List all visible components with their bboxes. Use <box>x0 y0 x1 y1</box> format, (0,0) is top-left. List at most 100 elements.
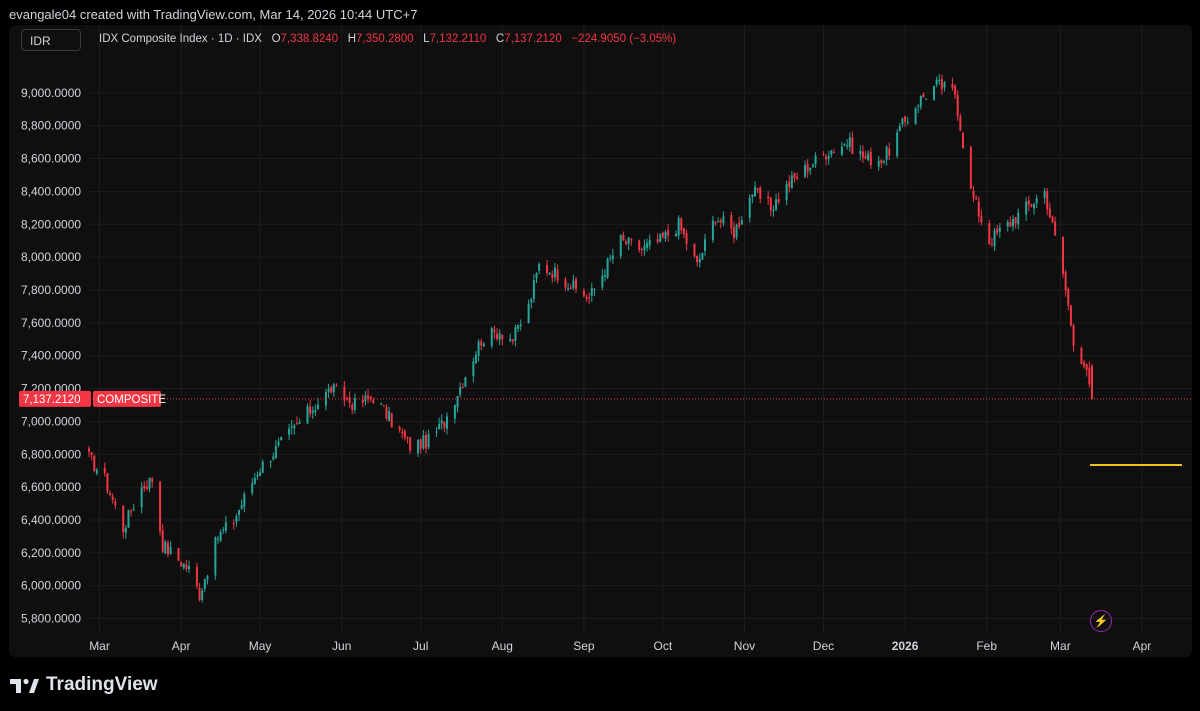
candle-body <box>646 243 649 248</box>
candle-body <box>961 132 964 149</box>
candle-body <box>169 547 172 555</box>
candle-body <box>472 361 475 377</box>
candle-body <box>935 79 938 85</box>
candle-body <box>164 541 167 554</box>
candle-body <box>914 108 917 124</box>
candle-body <box>343 386 346 401</box>
candle-body <box>919 96 922 107</box>
candle-body <box>224 522 227 531</box>
candle-body <box>1014 217 1017 224</box>
candle-body <box>1083 362 1086 367</box>
candle-body <box>380 403 383 405</box>
candle-body <box>1067 288 1070 306</box>
candle-body <box>906 121 909 123</box>
candle-body <box>769 197 772 211</box>
candle-body <box>151 478 154 482</box>
candle-body <box>732 227 735 239</box>
candle-body <box>548 272 551 275</box>
candle-body <box>990 243 993 245</box>
candle-body <box>382 405 385 407</box>
composite-badge <box>93 390 161 407</box>
candle-body <box>372 399 375 404</box>
candle-body <box>1033 203 1036 209</box>
candle-body <box>298 422 301 424</box>
candle-body <box>711 220 714 241</box>
tradingview-logo[interactable]: TradingView <box>10 674 158 696</box>
y-tick-label: 8,600.0000 <box>21 152 81 166</box>
candle-body <box>806 163 809 173</box>
candle-body <box>611 255 614 260</box>
candle-body <box>1069 305 1072 326</box>
candle-body <box>1048 208 1051 218</box>
candle-body <box>306 406 309 424</box>
candle-body <box>440 420 443 424</box>
candle-body <box>496 333 499 340</box>
y-tick-label: 8,200.0000 <box>21 217 81 231</box>
candle-body <box>90 452 93 455</box>
candle-body <box>901 118 904 125</box>
candle-body <box>954 85 957 95</box>
y-tick-label: 6,200.0000 <box>21 546 81 560</box>
candle-body <box>243 493 246 507</box>
y-tick-label: 6,000.0000 <box>21 579 81 593</box>
candle-body <box>435 431 438 433</box>
candle-body <box>159 481 162 532</box>
candle-body <box>219 531 222 541</box>
candle-body <box>132 509 135 511</box>
candle-body <box>122 505 125 533</box>
candle-body <box>772 209 775 212</box>
candle-body <box>180 562 183 567</box>
currency-selector[interactable]: IDR <box>21 29 81 51</box>
candle-body <box>206 576 209 580</box>
candle-body <box>811 164 814 167</box>
candle-body <box>388 410 391 421</box>
candle-body <box>659 234 662 243</box>
candle-body <box>474 354 477 364</box>
candle-body <box>759 187 762 199</box>
candle-body <box>143 485 146 489</box>
candle-body <box>869 151 872 166</box>
candle-body <box>195 567 198 587</box>
candle-body <box>609 257 612 259</box>
candle-body <box>867 153 870 161</box>
candle-body <box>933 85 936 100</box>
candle-body <box>638 240 641 250</box>
candle-body <box>148 477 151 489</box>
candle-body <box>675 233 678 236</box>
candle-body <box>385 407 388 419</box>
lightning-icon[interactable]: ⚡ <box>1090 610 1112 632</box>
candle-body <box>777 199 780 202</box>
candle-body <box>361 399 364 403</box>
candle-body <box>664 231 667 239</box>
candle-body <box>185 564 188 570</box>
candle-body <box>696 255 699 262</box>
candle-body <box>335 385 338 387</box>
chart-panel[interactable]: 9,000.0000 8,800.0000 8,600.0000 8,400.0000… <box>9 25 1192 657</box>
candle-body <box>330 386 333 393</box>
x-tick-label: Jul <box>413 639 428 653</box>
y-tick-label: 7,000.0000 <box>21 414 81 428</box>
candle-body <box>422 435 425 449</box>
candle-body <box>993 230 996 247</box>
candle-body <box>1062 236 1065 274</box>
candle-body <box>317 404 320 410</box>
candle-body <box>606 259 609 278</box>
candle-body <box>693 243 696 257</box>
candle-body <box>490 327 493 346</box>
candle-body <box>722 216 725 224</box>
candle-body <box>351 404 354 410</box>
candle-body <box>538 264 541 271</box>
candle-body <box>619 235 622 256</box>
candle-body <box>898 125 901 132</box>
candle-body <box>880 159 883 164</box>
candle-body <box>556 269 559 281</box>
chart-credit: evangale04 created with TradingView.com,… <box>9 7 418 22</box>
candle-body <box>730 215 733 229</box>
low-label: L <box>423 33 430 45</box>
candle-body <box>1088 367 1091 385</box>
candle-body <box>569 287 572 289</box>
candle-body <box>417 439 420 454</box>
candle-body <box>238 509 241 516</box>
candlestick-chart[interactable]: 9,000.0000 8,800.0000 8,600.0000 8,400.0000… <box>9 25 1192 657</box>
candle-body <box>1054 221 1057 236</box>
